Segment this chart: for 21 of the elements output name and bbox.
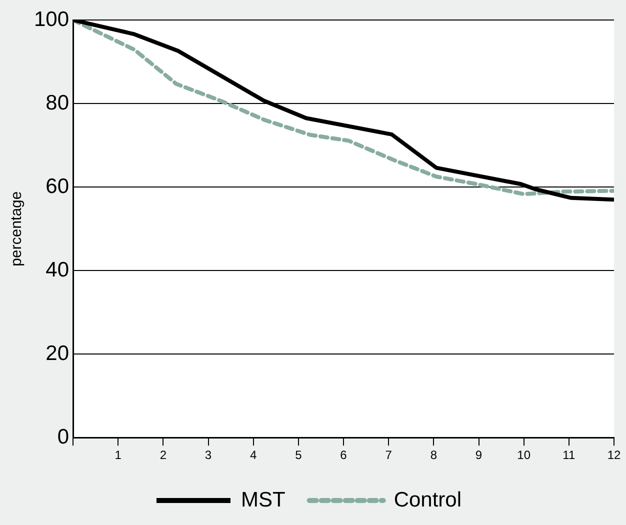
y-tick-label: 20: [46, 342, 70, 365]
legend-label: Control: [394, 488, 462, 512]
x-tick-label: 9: [475, 448, 482, 462]
x-tick-label: 12: [607, 448, 621, 462]
x-tick-label: 6: [340, 448, 348, 462]
y-axis-title: percentage: [8, 191, 26, 266]
y-tick-label: 0: [57, 425, 70, 448]
y-tick-label: 60: [46, 174, 70, 198]
x-tick-label: 4: [250, 448, 258, 462]
x-tick-label: 2: [160, 448, 167, 462]
x-tick-label: 7: [385, 448, 392, 462]
y-tick-label: 100: [34, 8, 70, 31]
x-tick-label: 10: [517, 448, 531, 462]
x-tick-label: 1: [114, 448, 122, 462]
y-tick-label: 80: [46, 91, 70, 114]
x-tick-label: 3: [204, 448, 212, 462]
x-tick-label: 8: [430, 448, 438, 462]
x-tick-label: 11: [562, 448, 576, 462]
y-tick-label: 40: [46, 258, 70, 282]
x-tick-label: 5: [295, 448, 302, 462]
legend-label: MST: [240, 488, 286, 512]
